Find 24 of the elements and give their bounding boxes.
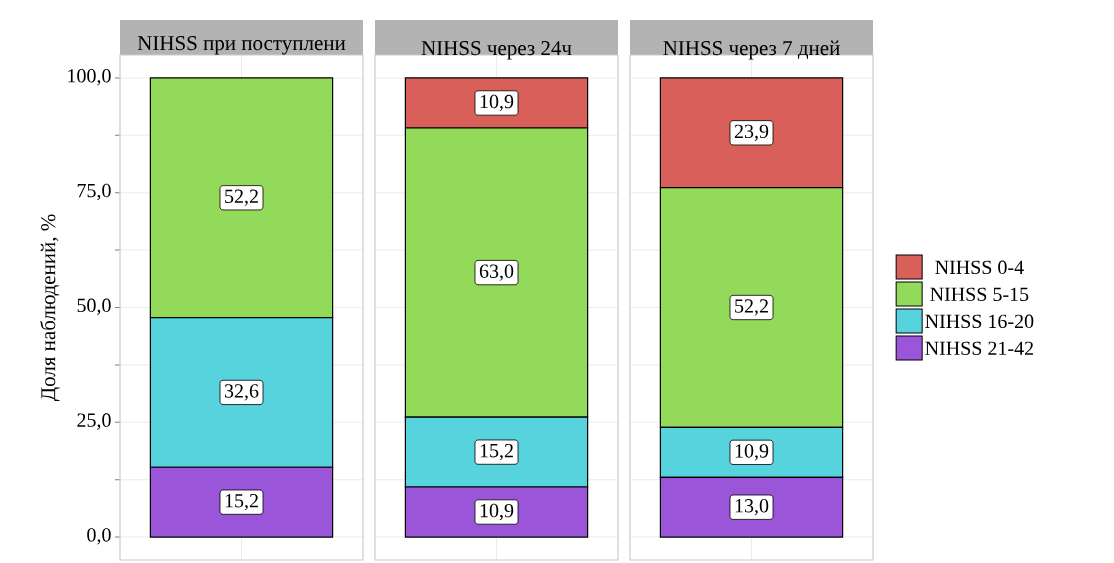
y-axis-title: Доля наблюдений, %: [40, 214, 60, 402]
x-tick-label: NIHSS при поступлени: [137, 36, 346, 55]
x-tick-label: NIHSS через 24ч: [421, 41, 572, 60]
data-label: 15,2: [480, 443, 513, 461]
y-tick-label: 50,0: [77, 298, 111, 315]
data-label: 15,2: [225, 494, 258, 511]
data-label: 10,9: [735, 444, 769, 461]
data-label: 23,9: [734, 124, 769, 141]
data-label: 10,9: [480, 94, 514, 112]
legend-label: NIHSS 16-20: [925, 314, 1034, 329]
data-label: 32,6: [224, 384, 259, 401]
y-tick-label: 75,0: [77, 183, 111, 201]
x-tick-label: NIHSS через 7 дней: [663, 40, 840, 60]
data-label: 63,0: [479, 264, 514, 281]
data-label: 52,2: [225, 189, 258, 206]
legend-label: NIHSS 0-4: [935, 260, 1024, 275]
legend-label: NIHSS 21-42: [925, 341, 1033, 356]
data-label: 52,2: [735, 299, 768, 316]
data-label: 13,0: [735, 499, 769, 516]
legend-label: NIHSS 5-15: [930, 287, 1029, 302]
data-label: 10,9: [480, 503, 514, 521]
y-tick-label: 0,0: [87, 528, 111, 545]
y-tick-label: 100,0: [68, 69, 111, 86]
y-tick-label: 25,0: [77, 413, 111, 430]
